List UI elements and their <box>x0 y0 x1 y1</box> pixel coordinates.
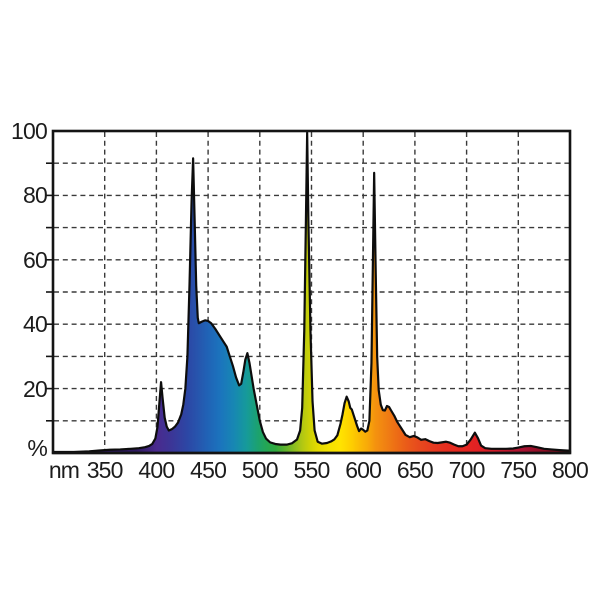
x-tick-label-700: 700 <box>448 457 486 483</box>
spectrum-plot-area <box>46 129 572 455</box>
spectrum-area <box>51 131 572 455</box>
y-tick-label-20: 20 <box>23 375 48 402</box>
y-tick-label-60: 60 <box>23 246 48 273</box>
y-tick-label-100: 100 <box>11 118 48 144</box>
spectrum-chart-svg <box>46 129 572 455</box>
x-tick-label-650: 650 <box>396 457 434 483</box>
x-tick-label-600: 600 <box>345 457 382 483</box>
x-tick-label-350: 350 <box>86 457 124 483</box>
y-tick-label-40: 40 <box>23 311 48 338</box>
x-tick-label-750: 750 <box>500 457 537 483</box>
x-tick-label-550: 550 <box>293 457 331 483</box>
x-tick-label-450: 450 <box>190 457 227 483</box>
x-axis-unit-nm: nm <box>48 457 80 483</box>
x-tick-label-400: 400 <box>138 457 175 483</box>
y-tick-label-80: 80 <box>23 182 48 209</box>
x-tick-label-800: 800 <box>552 457 589 483</box>
x-tick-label-500: 500 <box>241 457 279 483</box>
plot-border <box>51 129 572 455</box>
y-axis-unit-percent: % <box>27 435 47 461</box>
